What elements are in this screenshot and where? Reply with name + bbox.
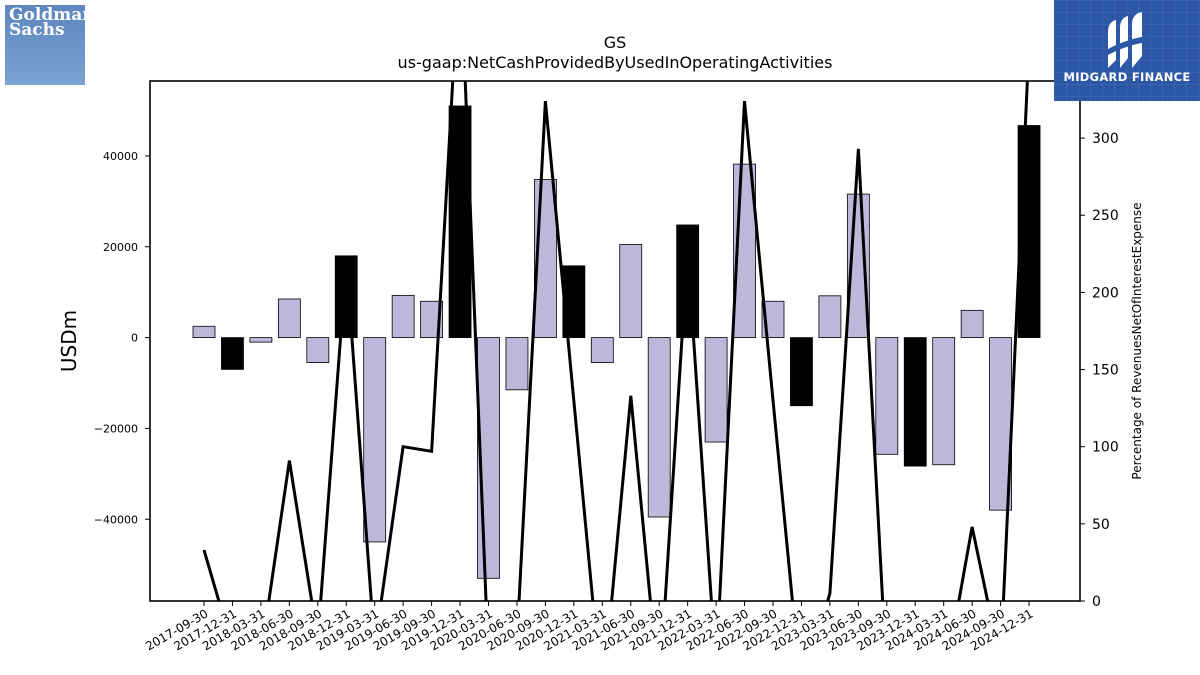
bar-2021-03-31 [590,337,614,363]
ratio-line [202,81,1029,601]
chart-title: GS [604,33,627,52]
y-tick-label: −20000 [94,422,138,435]
bar-2023-12-31 [903,337,927,467]
y2-tick-label: 0 [1092,594,1101,610]
bar-2024-06-30 [960,309,984,338]
bar-2017-09-30 [192,325,216,338]
plot-frame [149,80,1081,602]
y-axis-label: USDm [57,310,81,372]
bar-2022-12-31 [790,337,813,407]
bar-2019-03-31 [363,337,387,543]
bar-2020-06-30 [505,337,529,391]
bar-2020-12-31 [562,265,586,338]
midgard-finance-logo: MIDGARD FINANCE [1054,0,1200,101]
bar-2017-12-31 [221,337,244,370]
y2-tick-label: 200 [1092,285,1119,301]
bar-2021-09-30 [647,337,671,518]
goldman-sachs-logo: Goldman Sachs [5,5,95,85]
bar-2018-03-31 [249,337,273,343]
y-tick-label: 40000 [103,150,138,163]
bars-layer [192,105,1041,579]
y2-tick-label: 50 [1092,517,1110,533]
bar-2019-06-30 [391,294,415,338]
y2-tick-label: 300 [1092,131,1119,147]
bar-2021-12-31 [676,224,700,338]
y2-axis-label: Percentage of RevenuesNetOfInterestExpen… [1130,202,1144,479]
y-tick-label: −40000 [94,513,138,526]
midgard-finance-logo-text: MIDGARD FINANCE [1063,70,1191,84]
bar-2023-09-30 [875,337,899,455]
bar-2024-03-31 [932,337,956,466]
bar-2021-06-30 [619,244,643,338]
chart-subtitle: us-gaap:NetCashProvidedByUsedInOperating… [398,53,833,72]
goldman-sachs-logo-text: Goldman Sachs [9,5,95,40]
y2-tick-label: 150 [1092,363,1119,379]
y-tick-label: 0 [131,332,138,345]
bar-2022-03-31 [704,337,728,443]
midgard-emblem-icon [1106,12,1146,68]
bar-2019-09-30 [420,300,444,338]
y-tick-label: 20000 [103,241,138,254]
line-layer [202,81,1029,601]
bar-2018-09-30 [306,337,330,363]
y2-tick-label: 100 [1092,440,1119,456]
y2-tick-label: 250 [1092,208,1119,224]
bar-2018-06-30 [277,298,301,338]
bar-2023-03-31 [818,295,842,338]
